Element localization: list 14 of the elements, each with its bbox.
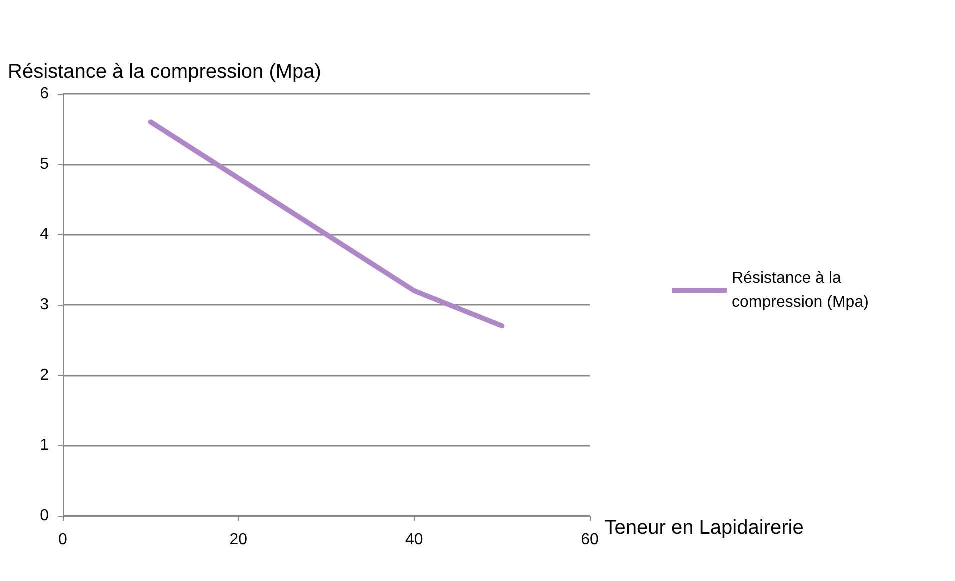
y-tick-label: 4	[40, 226, 50, 244]
x-tick-label: 0	[58, 532, 68, 548]
y-axis-title: Résistance à la compression (Mpa)	[8, 61, 322, 83]
y-tick-label: 2	[40, 366, 50, 384]
x-axis-title: Teneur en Lapidairerie	[604, 517, 804, 539]
x-tick-label: 60	[581, 532, 599, 548]
y-tick-label: 3	[40, 296, 50, 314]
legend-label: Résistance à la compression (Mpa)	[732, 270, 869, 311]
y-tick-label: 6	[40, 86, 50, 102]
y-tick-label: 0	[40, 508, 50, 524]
x-tick-label: 20	[230, 532, 248, 548]
y-tick-label: 1	[40, 437, 50, 454]
y-tick-label: 5	[40, 156, 50, 173]
x-tick-label: 40	[405, 532, 424, 548]
